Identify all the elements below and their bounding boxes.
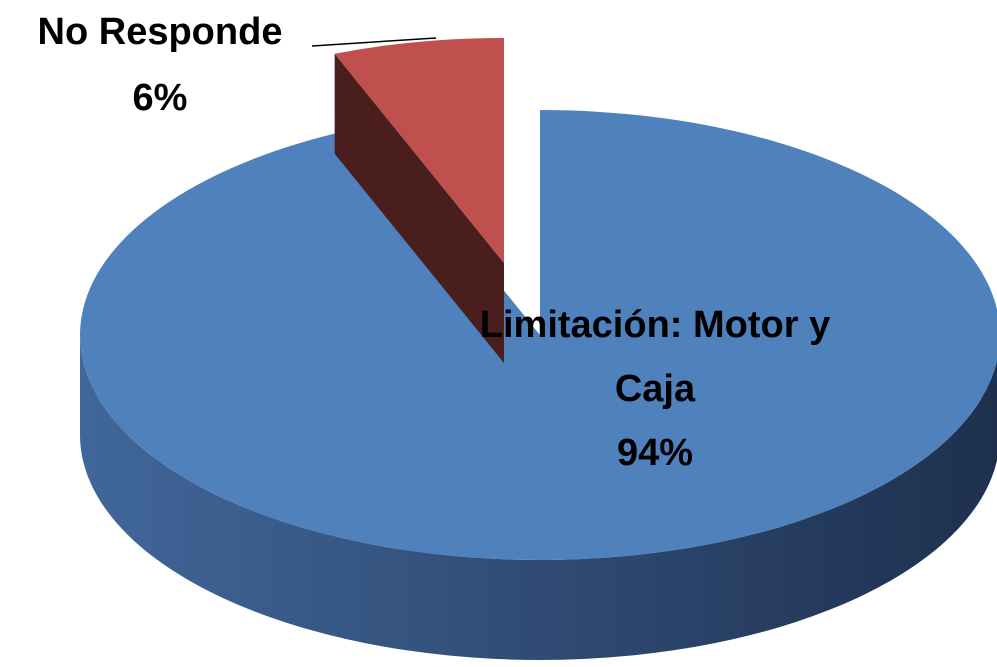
pie: [80, 38, 997, 660]
slice-value-label: 94%: [616, 432, 694, 474]
slice-side: [80, 335, 997, 660]
slice-label: Limitación: Motor y Caja: [479, 304, 831, 410]
slice-cut-face: [334, 53, 504, 363]
slice-label: No Responde: [37, 11, 283, 53]
slice-value-label: 6%: [132, 77, 188, 119]
leader-line: [311, 37, 437, 47]
pie-slice: [334, 38, 504, 263]
pie-slice: [80, 110, 997, 560]
